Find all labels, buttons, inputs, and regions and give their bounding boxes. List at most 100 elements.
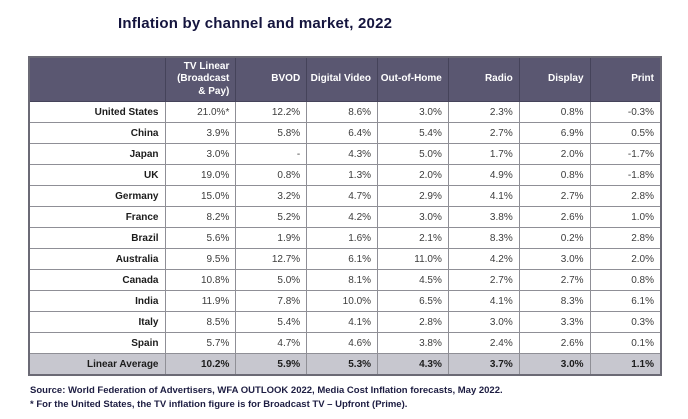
value-cell: 9.5% — [164, 248, 237, 270]
value-cell: 3.9% — [164, 122, 237, 144]
column-header: BVOD — [235, 56, 308, 102]
value-cell: 0.8% — [518, 101, 591, 123]
market-label: France — [28, 206, 166, 228]
value-cell: -1.7% — [589, 143, 662, 165]
value-cell: 2.7% — [518, 269, 591, 291]
column-header: Digital Video — [306, 56, 379, 102]
value-cell: 12.7% — [235, 248, 308, 270]
footnote-us-tv: * For the United States, the TV inflatio… — [30, 399, 408, 410]
value-cell: 10.2% — [164, 353, 237, 376]
corner-cell — [28, 56, 166, 102]
value-cell: 8.2% — [164, 206, 237, 228]
value-cell: 15.0% — [164, 185, 237, 207]
value-cell: 2.0% — [377, 164, 449, 186]
market-label: Germany — [28, 185, 166, 207]
market-label: Spain — [28, 332, 166, 354]
value-cell: 2.7% — [447, 122, 520, 144]
value-cell: 1.6% — [306, 227, 379, 249]
value-cell: 21.0%* — [164, 101, 237, 123]
value-cell: 0.3% — [589, 311, 662, 333]
value-cell: 1.1% — [589, 353, 662, 376]
summary-row: Linear Average 10.2% 5.9% 5.3% 4.3% 3.7% 3.0% 1… — [28, 353, 662, 376]
value-cell: 0.8% — [235, 164, 308, 186]
column-header: Out-of-Home — [377, 56, 449, 102]
value-cell: - — [235, 143, 308, 165]
value-cell: 6.1% — [306, 248, 379, 270]
value-cell: 2.7% — [447, 269, 520, 291]
table-row: France 8.2% 5.2% 4.2% 3.0% 3.8% 2.6% 1.0% — [28, 206, 662, 228]
value-cell: 4.2% — [306, 206, 379, 228]
value-cell: 3.0% — [377, 101, 449, 123]
value-cell: 4.7% — [235, 332, 308, 354]
value-cell: 5.6% — [164, 227, 237, 249]
table-row: China 3.9% 5.8% 6.4% 5.4% 2.7% 6.9% 0.5% — [28, 122, 662, 144]
table-row: United States 21.0%* 12.2% 8.6% 3.0% 2.3% 0.8%… — [28, 101, 662, 123]
page-title: Inflation by channel and market, 2022 — [118, 15, 393, 32]
value-cell: -1.8% — [589, 164, 662, 186]
market-label: Australia — [28, 248, 166, 270]
table-row: Italy 8.5% 5.4% 4.1% 2.8% 3.0% 3.3% 0.3% — [28, 311, 662, 333]
market-label: China — [28, 122, 166, 144]
value-cell: 3.3% — [518, 311, 591, 333]
table-row: UK 19.0% 0.8% 1.3% 2.0% 4.9% 0.8% -1.8% — [28, 164, 662, 186]
market-label: UK — [28, 164, 166, 186]
table-row: Australia 9.5% 12.7% 6.1% 11.0% 4.2% 3.0% 2.0% — [28, 248, 662, 270]
market-label: Canada — [28, 269, 166, 291]
value-cell: 3.0% — [518, 353, 591, 376]
value-cell: 2.4% — [447, 332, 520, 354]
value-cell: 2.8% — [589, 227, 662, 249]
value-cell: 2.0% — [518, 143, 591, 165]
value-cell: 4.3% — [377, 353, 449, 376]
header-row: TV Linear (Broadcast & Pay) BVOD Digital V… — [28, 56, 662, 102]
value-cell: 8.6% — [306, 101, 379, 123]
column-header: Display — [518, 56, 591, 102]
source-note: Source: World Federation of Advertisers,… — [30, 385, 503, 396]
value-cell: 11.9% — [164, 290, 237, 312]
value-cell: 1.0% — [589, 206, 662, 228]
value-cell: 4.1% — [447, 290, 520, 312]
value-cell: 2.6% — [518, 332, 591, 354]
value-cell: 2.8% — [377, 311, 449, 333]
value-cell: 2.7% — [518, 185, 591, 207]
value-cell: 6.4% — [306, 122, 379, 144]
value-cell: 0.2% — [518, 227, 591, 249]
table-row: India 11.9% 7.8% 10.0% 6.5% 4.1% 8.3% 6.1% — [28, 290, 662, 312]
value-cell: 3.8% — [377, 332, 449, 354]
value-cell: 4.3% — [306, 143, 379, 165]
value-cell: 5.2% — [235, 206, 308, 228]
value-cell: 3.0% — [377, 206, 449, 228]
value-cell: 8.5% — [164, 311, 237, 333]
value-cell: 0.5% — [589, 122, 662, 144]
value-cell: 1.3% — [306, 164, 379, 186]
value-cell: -0.3% — [589, 101, 662, 123]
column-header: TV Linear (Broadcast & Pay) — [164, 56, 237, 102]
value-cell: 4.7% — [306, 185, 379, 207]
value-cell: 3.7% — [447, 353, 520, 376]
column-header: Radio — [447, 56, 520, 102]
table-row: Japan 3.0% -4.3% 5.0% 1.7% 2.0% -1.7% — [28, 143, 662, 165]
value-cell: 5.0% — [377, 143, 449, 165]
value-cell: 10.0% — [306, 290, 379, 312]
value-cell: 4.9% — [447, 164, 520, 186]
market-label: India — [28, 290, 166, 312]
table-row: Germany 15.0% 3.2% 4.7% 2.9% 4.1% 2.7% 2.8% — [28, 185, 662, 207]
market-label: United States — [28, 101, 166, 123]
value-cell: 8.1% — [306, 269, 379, 291]
value-cell: 1.9% — [235, 227, 308, 249]
value-cell: 7.8% — [235, 290, 308, 312]
value-cell: 5.0% — [235, 269, 308, 291]
value-cell: 4.6% — [306, 332, 379, 354]
value-cell: 3.2% — [235, 185, 308, 207]
value-cell: 6.9% — [518, 122, 591, 144]
value-cell: 2.9% — [377, 185, 449, 207]
value-cell: 6.5% — [377, 290, 449, 312]
value-cell: 2.8% — [589, 185, 662, 207]
value-cell: 5.7% — [164, 332, 237, 354]
value-cell: 6.1% — [589, 290, 662, 312]
value-cell: 0.8% — [518, 164, 591, 186]
market-label: Japan — [28, 143, 166, 165]
value-cell: 5.4% — [235, 311, 308, 333]
value-cell: 3.8% — [447, 206, 520, 228]
value-cell: 11.0% — [377, 248, 449, 270]
value-cell: 4.1% — [306, 311, 379, 333]
